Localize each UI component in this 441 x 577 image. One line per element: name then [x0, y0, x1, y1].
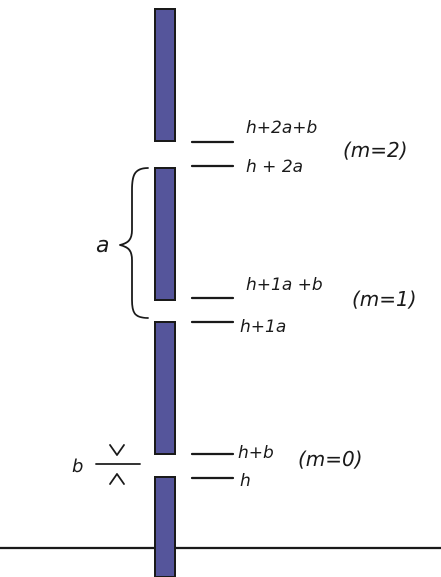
slit-width-label-b: b	[72, 456, 83, 477]
bar-segment-top	[154, 8, 176, 142]
label-h: h	[240, 471, 251, 491]
bar-segment-upper	[154, 167, 176, 301]
label-h2a: h + 2a	[246, 157, 303, 177]
spacing-label-a: a	[96, 233, 109, 258]
order-label-m2: (m=2)	[343, 138, 408, 162]
bar-segment-bottom	[154, 476, 176, 577]
order-label-m0: (m=0)	[298, 447, 363, 471]
curly-brace	[119, 167, 149, 319]
label-h2ab: h+2a+b	[246, 118, 317, 138]
label-h1a: h+1a	[240, 317, 286, 337]
arrow-down-icon	[109, 444, 125, 456]
label-hb: h+b	[238, 443, 274, 463]
bar-segment-lower	[154, 321, 176, 455]
order-label-m1: (m=1)	[352, 287, 417, 311]
label-h1ab: h+1a +b	[246, 275, 323, 295]
arrow-up-icon	[109, 473, 125, 485]
